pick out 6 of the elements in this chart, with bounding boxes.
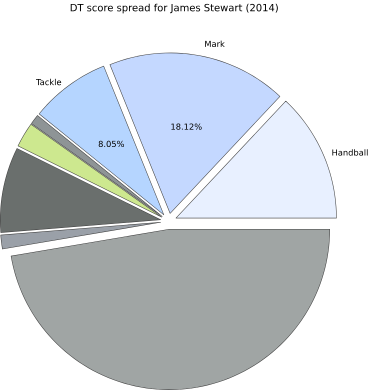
chart-title: DT score spread for James Stewart (2014) <box>70 4 278 14</box>
slice-label: Handball <box>332 149 368 156</box>
data-label: 18.12% <box>171 123 202 130</box>
slice-label: Mark <box>205 40 225 48</box>
slice-label: Tackle <box>36 78 62 86</box>
data-label: 8.05% <box>98 140 124 148</box>
